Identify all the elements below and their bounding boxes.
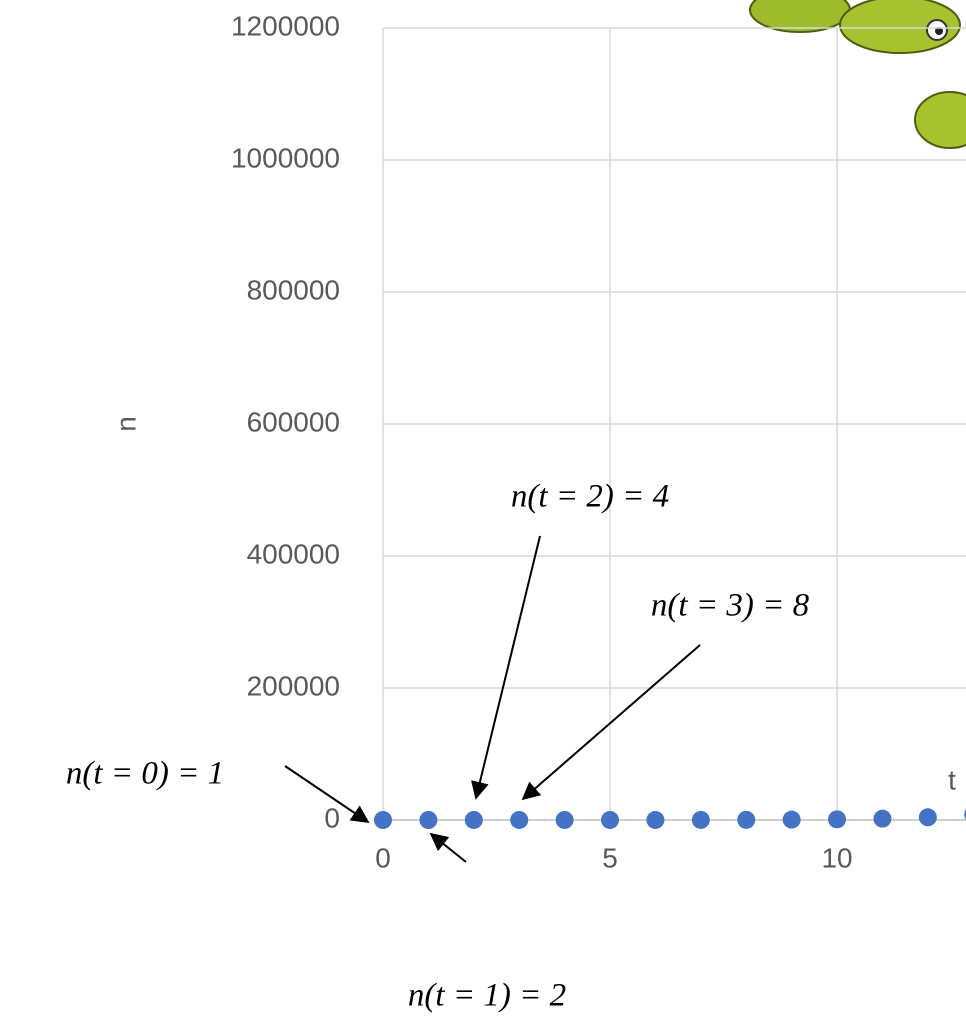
x-tick-label: 0 <box>375 842 391 873</box>
annotation-arrow <box>523 645 700 799</box>
annotation: n(t = 1) = 2 <box>408 978 566 1014</box>
annotation: n(t = 3) = 8 <box>651 588 810 624</box>
data-point <box>737 811 755 829</box>
annotation-arrow <box>476 536 540 798</box>
x-axis-title: t <box>948 764 956 795</box>
chart: t n 0 200000 400000 600000 800000 1000000 1200… <box>0 0 966 1020</box>
data-point <box>419 811 437 829</box>
annotation: n(t = 2) = 4 <box>511 479 669 515</box>
x-tick-label: 5 <box>602 842 618 873</box>
annotation-arrow <box>431 834 466 862</box>
data-point <box>601 811 619 829</box>
data-point <box>692 811 710 829</box>
data-point <box>510 811 528 829</box>
data-point <box>646 811 664 829</box>
y-tick-label: 200000 <box>247 670 340 701</box>
y-tick-label: 1000000 <box>231 142 340 173</box>
y-tick-label: 800000 <box>247 274 340 305</box>
y-tick-label: 0 <box>324 802 340 833</box>
bacteria-illustration <box>750 0 966 148</box>
data-point <box>919 808 937 826</box>
data-point <box>828 810 846 828</box>
data-point <box>873 810 891 828</box>
y-tick-label: 400000 <box>247 538 340 569</box>
annotation: n(t = 0) = 1 <box>66 756 224 792</box>
y-tick-label: 600000 <box>247 406 340 437</box>
data-point <box>374 811 392 829</box>
data-point <box>783 811 801 829</box>
data-point <box>556 811 574 829</box>
data-point <box>465 811 483 829</box>
y-axis-title: n <box>110 416 141 432</box>
x-tick-label: 10 <box>821 842 852 873</box>
y-tick-label: 1200000 <box>231 10 340 41</box>
